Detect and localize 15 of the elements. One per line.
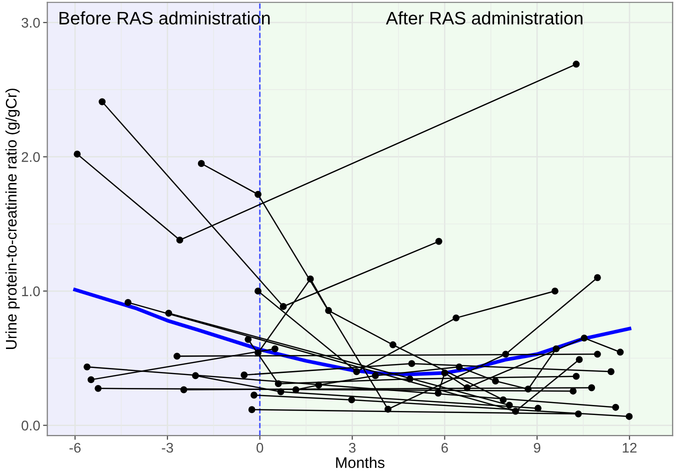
y-tick-label: 1.0 bbox=[22, 286, 40, 296]
x-axis-title: Months bbox=[336, 456, 384, 468]
y-tick-label: 2.0 bbox=[22, 152, 40, 162]
x-tick-label: 9 bbox=[534, 442, 540, 453]
band-label: Before RAS administration bbox=[60, 11, 270, 25]
y-axis-title: Urine protein-to-creatinine ratio (g/gCr) bbox=[5, 88, 20, 349]
x-tick-label: -3 bbox=[162, 442, 174, 453]
x-tick-label: 12 bbox=[622, 442, 637, 453]
y-tick-label: 3.0 bbox=[22, 18, 40, 28]
y-tick-label: 0.0 bbox=[22, 420, 40, 431]
x-tick-label: 6 bbox=[442, 442, 448, 453]
x-tick-label: 0 bbox=[256, 442, 264, 453]
x-tick-label: 3 bbox=[348, 442, 356, 453]
band-label: After RAS administration bbox=[386, 11, 582, 25]
x-tick-label: -6 bbox=[69, 442, 81, 453]
